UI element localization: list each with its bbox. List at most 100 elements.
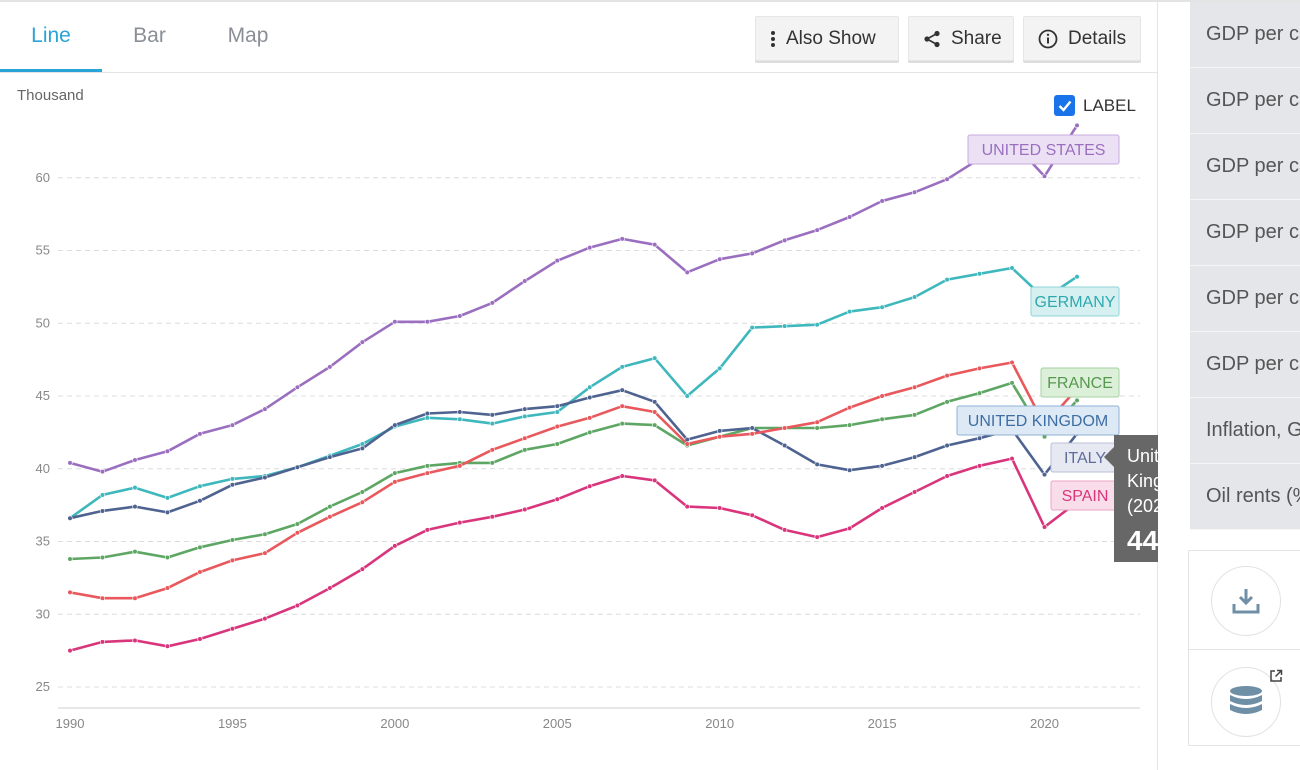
data-point[interactable] [879,393,885,399]
data-point[interactable] [554,409,560,415]
data-point[interactable] [587,384,593,390]
data-point[interactable] [522,506,528,513]
data-point[interactable] [229,626,236,632]
series-line[interactable] [69,361,1078,600]
data-point[interactable] [197,483,203,489]
data-point[interactable] [911,294,918,300]
data-point[interactable] [652,409,658,415]
data-point[interactable] [99,639,106,645]
data-point[interactable] [489,412,495,418]
data-point[interactable] [262,406,268,412]
series-label-tag[interactable]: UNITED KINGDOM [956,405,1120,436]
data-point[interactable] [879,304,885,310]
details-button[interactable]: Details [1023,16,1141,61]
data-point[interactable] [522,406,528,412]
data-point[interactable] [359,489,365,495]
data-point[interactable] [522,447,528,453]
data-point[interactable] [392,422,398,428]
label-checkbox[interactable] [1054,95,1075,116]
data-point[interactable] [489,300,495,306]
data-point[interactable] [99,492,106,498]
data-point[interactable] [782,425,788,431]
data-point[interactable] [554,403,560,409]
data-point[interactable] [99,508,106,514]
data-point[interactable] [262,474,268,481]
data-point[interactable] [392,470,398,476]
data-point[interactable] [684,441,690,447]
data-point[interactable] [132,457,138,463]
data-point[interactable] [1009,455,1015,462]
data-point[interactable] [294,464,300,470]
data-point[interactable] [457,313,463,319]
data-point[interactable] [1009,380,1015,386]
data-point[interactable] [99,595,106,601]
data-point[interactable] [359,499,365,505]
sidebar-indicator[interactable]: GDP per capita (constant LCU) [1190,200,1300,266]
data-point[interactable] [327,585,333,591]
data-point[interactable] [717,365,723,371]
data-point[interactable] [782,442,788,449]
data-point[interactable] [164,509,171,516]
data-point[interactable] [522,435,528,441]
data-point[interactable] [976,365,983,371]
data-point[interactable] [749,425,755,431]
data-point[interactable] [424,527,430,533]
also-show-button[interactable]: Also Show [755,16,899,61]
tab-map[interactable]: Map [227,24,269,47]
series-label-tag[interactable]: FRANCE [1040,367,1120,398]
data-point[interactable] [587,483,593,489]
sidebar-indicator[interactable]: Inflation, GDP deflator (annual %) [1190,398,1300,464]
data-point[interactable] [1074,274,1080,280]
data-point[interactable] [879,416,885,422]
data-point[interactable] [359,441,365,447]
data-point[interactable] [327,364,333,370]
data-point[interactable] [67,648,73,654]
data-point[interactable] [911,454,918,460]
data-point[interactable] [1041,524,1048,530]
data-point[interactable] [197,569,203,575]
data-point[interactable] [294,384,300,390]
data-point[interactable] [879,463,885,469]
data-point[interactable] [99,554,106,561]
data-point[interactable] [489,447,495,453]
series-line[interactable] [69,381,1078,561]
data-point[interactable] [587,429,593,435]
data-point[interactable] [294,530,300,536]
data-point[interactable] [197,498,203,504]
data-point[interactable] [164,585,171,591]
data-point[interactable] [587,394,593,401]
data-point[interactable] [652,242,658,248]
tab-bar[interactable]: Bar [133,24,166,47]
data-point[interactable] [132,549,138,555]
data-point[interactable] [684,503,690,510]
data-point[interactable] [67,556,73,562]
share-button[interactable]: Share [908,16,1014,61]
data-point[interactable] [132,637,138,644]
data-point[interactable] [847,525,853,532]
data-point[interactable] [554,423,560,430]
data-point[interactable] [99,469,106,475]
data-point[interactable] [684,269,690,275]
data-point[interactable] [424,410,430,417]
data-point[interactable] [911,384,918,390]
data-point[interactable] [1074,122,1080,128]
data-point[interactable] [619,236,625,242]
data-point[interactable] [944,473,950,479]
data-point[interactable] [814,534,820,540]
series-germany[interactable] [67,265,1080,521]
data-point[interactable] [522,413,528,419]
data-point[interactable] [782,527,788,533]
sidebar-indicator[interactable]: GDP per capita (constant 2015 US$) [1190,332,1300,398]
data-point[interactable] [1041,173,1048,179]
data-point[interactable] [164,554,171,561]
data-point[interactable] [717,428,723,434]
data-point[interactable] [359,445,365,451]
data-point[interactable] [847,467,853,473]
data-point[interactable] [587,244,593,251]
series-france[interactable] [67,380,1080,562]
data-point[interactable] [262,616,268,622]
data-point[interactable] [847,309,853,315]
data-point[interactable] [976,463,983,469]
data-point[interactable] [814,461,820,467]
data-point[interactable] [294,521,300,527]
